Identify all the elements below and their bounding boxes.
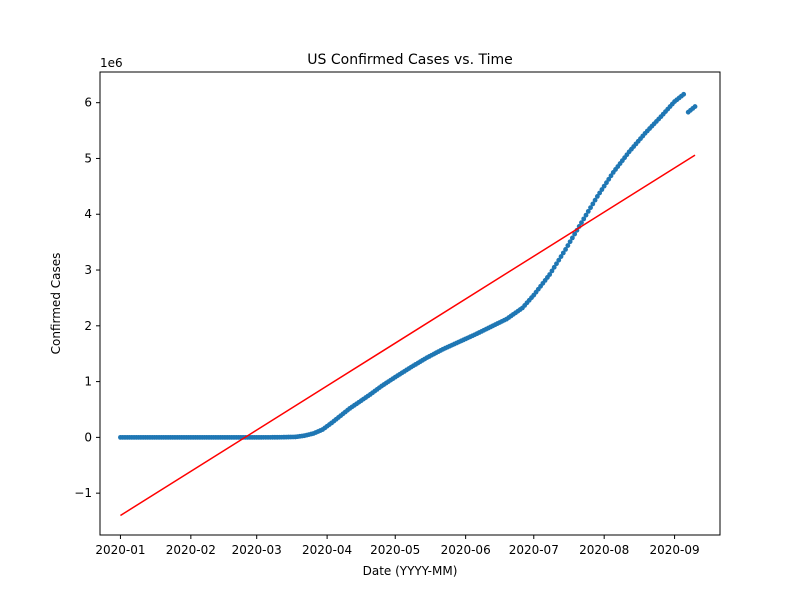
scatter-point-248	[681, 91, 687, 97]
scatter-series	[118, 91, 698, 440]
y-tick-label-3: 2	[84, 319, 92, 333]
scatter-point-193	[556, 257, 562, 263]
fit-line-series	[120, 154, 696, 517]
x-tick-label-8: 2020-09	[650, 543, 700, 557]
scatter-point-198	[567, 239, 573, 245]
x-tick-label-4: 2020-05	[370, 543, 420, 557]
y-tick-label-2: 1	[84, 375, 92, 389]
scatter-point-204	[581, 216, 587, 222]
scatter-point-196	[563, 246, 568, 252]
scatter-point-209	[592, 197, 598, 203]
y-tick-label-6: 5	[84, 151, 92, 165]
scatter-point-210	[594, 193, 600, 199]
scatter-point-212	[599, 187, 605, 192]
scatter-point-205	[583, 212, 589, 218]
y-tick-label-5: 4	[84, 207, 92, 221]
x-tick-label-0: 2020-01	[95, 543, 145, 557]
scatter-point-200	[572, 231, 578, 237]
scatter-point-197	[565, 243, 571, 248]
chart-title: US Confirmed Cases vs. Time	[307, 52, 512, 68]
x-tick-label-7: 2020-08	[579, 543, 629, 557]
x-tick-label-6: 2020-07	[509, 543, 559, 557]
scatter-point-211	[597, 190, 603, 196]
x-tick-label-3: 2020-04	[302, 543, 352, 557]
scatter-point-203	[579, 220, 584, 226]
scatter-point-207	[588, 205, 593, 211]
scatter-point-213	[601, 183, 607, 189]
y-axis-scale-label: 1e6	[100, 56, 123, 70]
scatter-point-199	[569, 235, 575, 241]
y-axis-label: Confirmed Cases	[49, 253, 63, 355]
x-tick-label-2: 2020-03	[232, 543, 282, 557]
y-axis-ticks: −1 0 1 2 3 4 5 6	[74, 96, 100, 500]
y-tick-label-4: 3	[84, 263, 92, 277]
y-tick-label-7: 6	[84, 96, 92, 110]
fit-line	[120, 154, 696, 517]
scatter-point-192	[554, 261, 559, 267]
scatter-point-208	[590, 201, 596, 207]
scatter-point-195	[560, 250, 566, 256]
scatter-point-190	[549, 268, 555, 274]
x-axis-label: Date (YYYY-MM)	[363, 564, 458, 578]
x-tick-label-5: 2020-06	[441, 543, 491, 557]
x-tick-label-1: 2020-02	[166, 543, 216, 557]
scatter-point-216	[608, 173, 614, 179]
y-tick-label-1: 0	[84, 430, 92, 444]
scatter-point-252	[692, 104, 698, 109]
scatter-point-189	[547, 272, 553, 277]
x-axis-ticks: 2020-01 2020-02 2020-03 2020-04 2020-05 2020-…	[95, 535, 700, 557]
scatter-point-206	[585, 208, 591, 214]
scatter-point-194	[558, 254, 564, 259]
scatter-point-214	[604, 180, 609, 186]
scatter-point-215	[606, 176, 612, 182]
y-tick-label-0: −1	[74, 486, 92, 500]
plot-frame	[99, 71, 721, 536]
scatter-point-191	[551, 264, 557, 270]
